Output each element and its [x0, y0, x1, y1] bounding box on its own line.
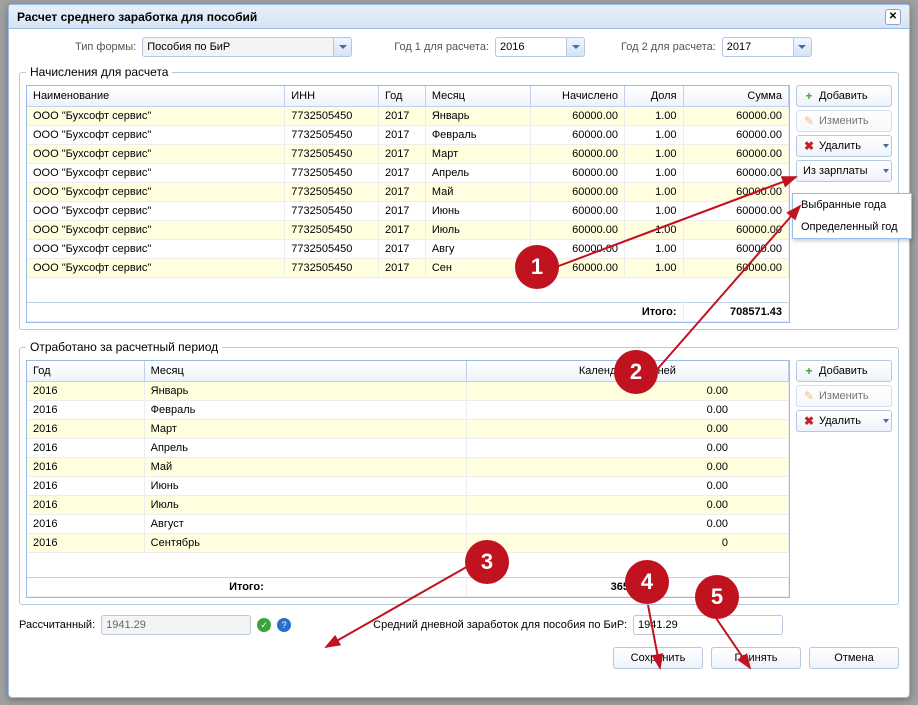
table-row[interactable]: 2016Июнь0.00: [27, 477, 789, 496]
add-button[interactable]: +Добавить: [796, 85, 892, 107]
table-row[interactable]: 2016Август0.00: [27, 515, 789, 534]
cancel-button[interactable]: Отмена: [809, 647, 899, 669]
table-row[interactable]: 2016Март0.00: [27, 420, 789, 439]
table-row[interactable]: ООО "Бухсофт сервис"77325054502017Март60…: [27, 145, 789, 164]
year1-combo[interactable]: [495, 37, 585, 57]
calculated-value: [101, 615, 251, 635]
table-row[interactable]: ООО "Бухсофт сервис"77325054502017Июнь60…: [27, 202, 789, 221]
salary-dropdown: Выбранные года Определенный год: [792, 193, 912, 239]
form-type-input[interactable]: [143, 38, 333, 56]
chevron-down-icon[interactable]: [793, 38, 811, 56]
callout-3: 3: [465, 540, 509, 584]
table-row[interactable]: ООО "Бухсофт сервис"77325054502017Феврал…: [27, 126, 789, 145]
menu-selected-years[interactable]: Выбранные года: [793, 194, 911, 216]
accruals-total-label: Итого:: [27, 303, 683, 322]
period-legend: Отработано за расчетный период: [26, 340, 222, 354]
chevron-down-icon[interactable]: [566, 38, 584, 56]
menu-specific-year[interactable]: Определенный год: [793, 216, 911, 238]
edit-button[interactable]: ✎Изменить: [796, 385, 892, 407]
footer-row: Рассчитанный: ✓ ? Средний дневной зарабо…: [19, 615, 899, 635]
period-scroll[interactable]: 2016Январь0.002016Февраль0.002016Март0.0…: [27, 382, 789, 577]
table-row[interactable]: 2016Май0.00: [27, 458, 789, 477]
column-header[interactable]: Доля: [624, 86, 683, 107]
delete-button[interactable]: ✖Удалить: [796, 410, 892, 432]
pencil-icon: ✎: [803, 115, 815, 127]
period-buttons: +Добавить ✎Изменить ✖Удалить: [796, 360, 892, 598]
table-row[interactable]: 2016Сентябрь0: [27, 534, 789, 553]
accruals-legend: Начисления для расчета: [26, 65, 172, 79]
table-row[interactable]: 2016Июль0.00: [27, 496, 789, 515]
table-row[interactable]: ООО "Бухсофт сервис"77325054502017Июль60…: [27, 221, 789, 240]
dialog-window: Расчет среднего заработка для пособий ✕ …: [8, 4, 910, 698]
column-header[interactable]: Год: [27, 361, 144, 382]
accruals-grid: НаименованиеИННГодМесяцНачисленоДоляСумм…: [26, 85, 790, 323]
year2-combo[interactable]: [722, 37, 812, 57]
chevron-down-icon[interactable]: [883, 169, 889, 173]
column-header[interactable]: Сумма: [683, 86, 788, 107]
pencil-icon: ✎: [803, 390, 815, 402]
plus-icon: +: [803, 90, 815, 102]
form-type-combo[interactable]: [142, 37, 352, 57]
table-row[interactable]: ООО "Бухсофт сервис"77325054502017Авгу60…: [27, 240, 789, 259]
table-row[interactable]: 2016Январь0.00: [27, 382, 789, 401]
x-icon: ✖: [803, 415, 815, 427]
accept-button[interactable]: Принять: [711, 647, 801, 669]
column-header[interactable]: Месяц: [425, 86, 530, 107]
callout-4: 4: [625, 560, 669, 604]
year1-label: Год 1 для расчета:: [394, 41, 489, 53]
close-button[interactable]: ✕: [885, 9, 901, 25]
table-row[interactable]: ООО "Бухсофт сервис"77325054502017Май600…: [27, 183, 789, 202]
daily-value[interactable]: [633, 615, 783, 635]
table-row[interactable]: ООО "Бухсофт сервис"77325054502017Апрель…: [27, 164, 789, 183]
delete-button[interactable]: ✖Удалить: [796, 135, 892, 157]
x-icon: ✖: [803, 140, 815, 152]
calculated-label: Рассчитанный:: [19, 619, 95, 631]
bottom-buttons: Сохранить Принять Отмена: [19, 647, 899, 669]
column-header[interactable]: Начислено: [531, 86, 625, 107]
column-header[interactable]: Год: [378, 86, 425, 107]
save-button[interactable]: Сохранить: [613, 647, 703, 669]
window-title: Расчет среднего заработка для пособий: [17, 10, 885, 24]
add-button[interactable]: +Добавить: [796, 360, 892, 382]
accruals-scroll[interactable]: ООО "Бухсофт сервис"77325054502017Январь…: [27, 107, 789, 302]
form-type-label: Тип формы:: [75, 41, 136, 53]
chevron-down-icon[interactable]: [883, 419, 889, 423]
check-icon[interactable]: ✓: [257, 618, 271, 632]
period-fieldset: Отработано за расчетный период ГодМесяцК…: [19, 340, 899, 605]
column-header[interactable]: ИНН: [285, 86, 379, 107]
edit-button[interactable]: ✎Изменить: [796, 110, 892, 132]
plus-icon: +: [803, 365, 815, 377]
callout-2: 2: [614, 350, 658, 394]
table-row[interactable]: 2016Апрель0.00: [27, 439, 789, 458]
chevron-down-icon[interactable]: [883, 144, 889, 148]
callout-5: 5: [695, 575, 739, 619]
year2-label: Год 2 для расчета:: [621, 41, 716, 53]
daily-label: Средний дневной заработок для пособия по…: [373, 619, 627, 631]
column-header[interactable]: Наименование: [27, 86, 285, 107]
period-grid: ГодМесяцКалендарных дней 2016Январь0.002…: [26, 360, 790, 598]
accruals-total-value: 708571.43: [683, 303, 788, 322]
period-total-label: Итого:: [27, 578, 466, 597]
titlebar: Расчет среднего заработка для пособий ✕: [9, 5, 909, 29]
callout-1: 1: [515, 245, 559, 289]
table-row[interactable]: 2016Февраль0.00: [27, 401, 789, 420]
accruals-fieldset: Начисления для расчета НаименованиеИННГо…: [19, 65, 899, 330]
chevron-down-icon[interactable]: [333, 38, 351, 56]
table-row[interactable]: ООО "Бухсофт сервис"77325054502017Январь…: [27, 107, 789, 126]
filters-row: Тип формы: Год 1 для расчета: Год 2 для …: [19, 37, 899, 57]
from-salary-button[interactable]: Из зарплаты: [796, 160, 892, 182]
year2-input[interactable]: [723, 38, 793, 56]
year1-input[interactable]: [496, 38, 566, 56]
help-icon[interactable]: ?: [277, 618, 291, 632]
column-header[interactable]: Месяц: [144, 361, 466, 382]
table-row[interactable]: ООО "Бухсофт сервис"77325054502017Сен600…: [27, 259, 789, 278]
